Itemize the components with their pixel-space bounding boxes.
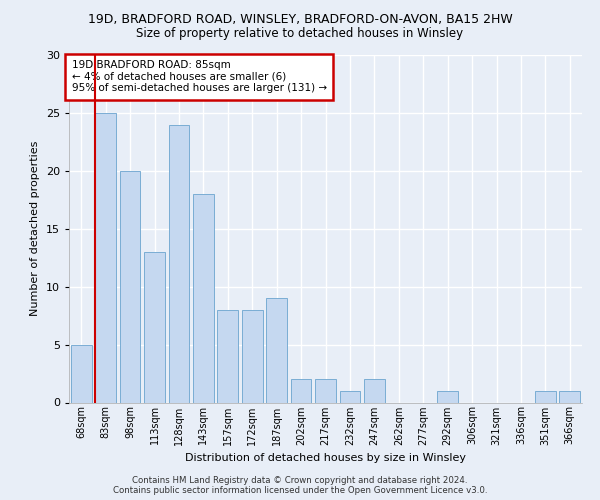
Bar [144, 252, 165, 402]
Text: Contains public sector information licensed under the Open Government Licence v3: Contains public sector information licen… [113, 486, 487, 495]
Bar [95, 113, 116, 403]
Bar [266, 298, 287, 403]
Text: Size of property relative to detached houses in Winsley: Size of property relative to detached ho… [136, 28, 464, 40]
Text: Contains HM Land Registry data © Crown copyright and database right 2024.: Contains HM Land Registry data © Crown c… [132, 476, 468, 485]
Bar [535, 391, 556, 402]
Bar [119, 171, 140, 402]
Y-axis label: Number of detached properties: Number of detached properties [30, 141, 40, 316]
Bar [290, 380, 311, 402]
Bar [193, 194, 214, 402]
Bar [217, 310, 238, 402]
Bar [169, 124, 190, 402]
X-axis label: Distribution of detached houses by size in Winsley: Distribution of detached houses by size … [185, 453, 466, 463]
Text: 19D BRADFORD ROAD: 85sqm
← 4% of detached houses are smaller (6)
95% of semi-det: 19D BRADFORD ROAD: 85sqm ← 4% of detache… [71, 60, 326, 94]
Bar [340, 391, 361, 402]
Bar [71, 344, 92, 403]
Bar [242, 310, 263, 402]
Text: 19D, BRADFORD ROAD, WINSLEY, BRADFORD-ON-AVON, BA15 2HW: 19D, BRADFORD ROAD, WINSLEY, BRADFORD-ON… [88, 12, 512, 26]
Bar [437, 391, 458, 402]
Bar [559, 391, 580, 402]
Bar [364, 380, 385, 402]
Bar [315, 380, 336, 402]
